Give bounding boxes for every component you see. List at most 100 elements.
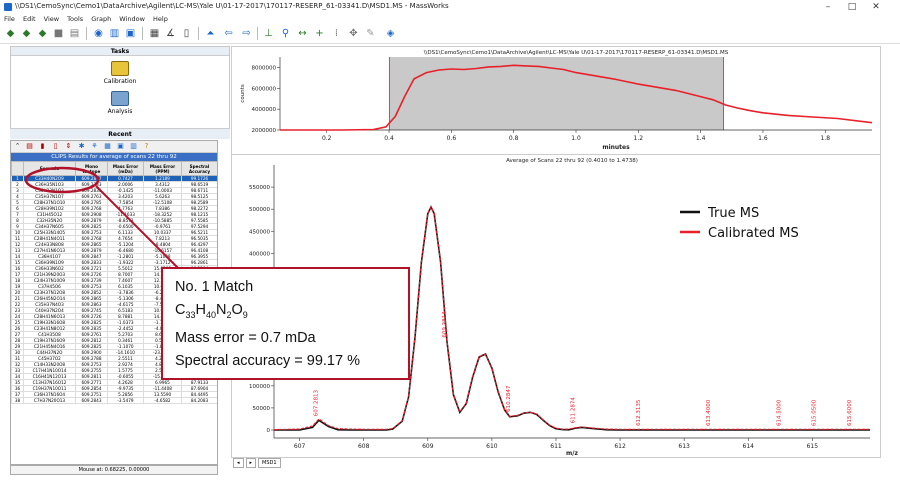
y-tick-label: 400000 [249,251,270,257]
print-icon[interactable]: ▤ [69,28,80,39]
peak-label: 615.0500 [812,399,818,426]
tab-msd1[interactable]: MSD1 [258,458,281,468]
menu-edit[interactable]: Edit [22,15,36,23]
x-tick-label: 614 [743,443,755,450]
copy-icon[interactable]: ▣ [125,28,136,39]
tic-title: \\DS1\CemoSync\Cemo1\DataArchive\Agilent… [424,50,729,56]
menu-view[interactable]: View [43,15,60,23]
toolbar: ◆ ◆ ◆ ■ ▤ ◉ ▥ ▣ ▦ ∡ ▯ ⏶ ⇦ ⇨ ⊥ ⚲ ↔ + ⁞ ✥ … [0,24,900,44]
collapse-icon[interactable]: ⌃ [14,142,21,150]
graph-icon[interactable]: ⚘ [91,142,98,150]
spectrum-icon[interactable]: ◉ [94,28,103,39]
list-icon[interactable]: ▦ [104,142,111,150]
spectrum-title: Average of Scans 22 thru 92 (0.4010 to 1… [506,158,638,164]
formula-element: H [195,302,206,318]
layout-icon[interactable]: ▯ [183,28,190,39]
x-tick-label: 1.6 [758,135,768,142]
peak-label: 612.3135 [636,399,642,426]
toolbar-divider [86,27,87,40]
analysis-icon [111,91,129,106]
match-callout: No. 1 Match C33H40N2O9 Mass error = 0.7 … [161,267,410,380]
back-arrow-icon[interactable]: ⇦ [224,28,233,39]
menu-help[interactable]: Help [153,15,168,23]
table-cell: 609.2843 [75,397,108,404]
calibration-label: Calibration [103,78,137,85]
grid-icon[interactable]: ▣ [117,142,124,150]
sort-icon[interactable]: ⇕ [65,142,72,150]
open-file-icon[interactable]: ◆ [6,28,15,39]
bars-icon[interactable]: ▮ [40,142,45,150]
calibration-icon [111,61,129,76]
label-icon[interactable]: ✎ [366,28,375,39]
peak-label: 610.2847 [506,385,512,412]
legend-label: Calibrated MS [708,226,799,241]
save-icon[interactable]: ■ [53,28,64,39]
minimize-button[interactable]: – [825,2,831,12]
callout-mass-error: Mass error = 0.7 mDa [175,329,316,346]
crosshair-icon[interactable]: + [315,28,324,39]
menu-file[interactable]: File [4,15,15,23]
calibrate-icon[interactable]: ∡ [166,28,175,39]
tic-chart-panel[interactable]: \\DS1\CemoSync\Cemo1\DataArchive\Agilent… [231,46,881,155]
open-data-icon[interactable]: ◆ [22,28,31,39]
x-tick-label: 608 [358,443,370,450]
callout-title: No. 1 Match [175,279,254,295]
toolbar-divider [198,27,199,40]
callout-spectral-accuracy: Spectral accuracy = 99.17 % [175,352,360,369]
window-icon[interactable]: ▦ [149,28,160,39]
x-tick-label: 615 [807,443,819,450]
y-tick-label: 450000 [249,229,270,235]
column-header[interactable]: Mass Error (mDa) [107,161,144,176]
menu-window[interactable]: Window [119,15,145,23]
pan-icon[interactable]: ✥ [349,28,358,39]
x-tick-label: 1.0 [571,135,581,142]
peak-label: 613.4000 [706,399,712,426]
x-tick-label: 609 [422,443,434,450]
resize-icon[interactable]: ↔ [298,28,307,39]
x-axis-label: minutes [602,144,630,151]
formula-count: 33 [185,309,196,320]
bars-icon[interactable]: ▯ [53,142,58,150]
y-tick-label: 100000 [249,384,270,390]
info-icon[interactable]: ◈ [386,28,395,39]
tab-scroll-right[interactable]: ▸ [245,458,257,468]
maximize-button[interactable]: □ [847,2,857,12]
bar-icon[interactable]: ⁞ [334,28,339,39]
y-tick-label: 550000 [249,185,270,191]
table-row[interactable]: 38 C7H37N20O13 609.2843 -3.5479 -4.6582 84.20… [11,397,217,404]
axis-icon[interactable]: ⊥ [264,28,273,39]
compare-icon[interactable]: ▥ [130,142,137,150]
zoom-icon[interactable]: ⚲ [281,28,290,39]
forward-arrow-icon[interactable]: ⇨ [242,28,251,39]
column-header[interactable]: Spectral Accuracy [181,161,217,176]
table-cell: -4.6582 [143,397,182,404]
chromatogram-icon[interactable]: ▥ [109,28,120,39]
x-tick-label: 0.8 [509,135,519,142]
column-header[interactable]: Mono Isotope [75,161,108,176]
close-button[interactable]: ✕ [872,2,880,12]
table-cell: 38 [11,397,24,404]
table-cell: 84.2083 [181,397,217,404]
y-tick-label: 6000000 [252,86,277,92]
peak-icon[interactable]: ⏶ [206,28,215,39]
toolbar-divider [142,27,143,40]
table-icon[interactable]: ▤ [26,142,33,150]
help-icon[interactable]: ? [144,142,149,150]
table-row[interactable]: 37 C36H37N16O4 609.2751 5.2856 13.5590 84.449… [11,391,217,398]
column-header[interactable]: Formula [23,161,76,176]
formula-count: 9 [242,309,248,320]
column-header[interactable] [11,161,24,176]
analysis-task[interactable]: Analysis [90,91,150,115]
tab-scroll-left[interactable]: ◂ [233,458,244,468]
column-header[interactable]: Mass Error (PPM) [143,161,182,176]
settings-icon[interactable]: ✱ [78,142,85,150]
menu-graph[interactable]: Graph [91,15,112,23]
status-bar: Mouse at: 0.68225, 0.00000 [10,465,218,475]
y-tick-label: 8000000 [252,65,277,71]
menu-tools[interactable]: Tools [67,15,84,23]
calibration-task[interactable]: Calibration [90,61,150,85]
import-icon[interactable]: ◆ [38,28,47,39]
results-header: CLIPS Results for average of scans 22 th… [11,153,217,161]
x-tick-label: 1.8 [820,135,830,142]
